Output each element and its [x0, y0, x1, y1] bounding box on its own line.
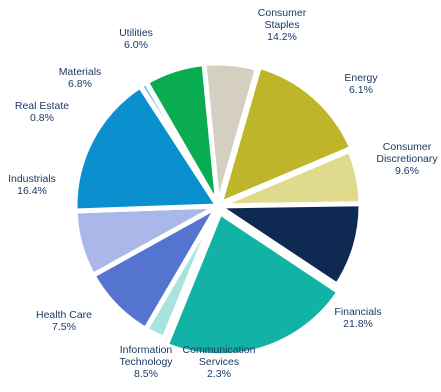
- slice-label-real-estate: Real Estate 0.8%: [15, 100, 69, 124]
- slice-label-utilities: Utilities 6.0%: [119, 27, 153, 51]
- slice-name-label: Technology: [119, 356, 173, 368]
- slice-name-label: Real Estate: [15, 100, 69, 112]
- slice-value-label: 21.8%: [343, 318, 373, 330]
- slice-value-label: 9.6%: [395, 165, 419, 177]
- slice-name-label: Energy: [344, 72, 378, 84]
- slice-value-label: 14.2%: [267, 31, 297, 43]
- pie-slice-industrials: [72, 82, 223, 214]
- slice-label-communication-services: Communication Services 2.3%: [183, 344, 256, 380]
- slice-value-label: 6.8%: [68, 78, 92, 90]
- slice-name-label: Health Care: [36, 309, 92, 321]
- slice-name-label: Information: [120, 344, 173, 356]
- slice-value-label: 0.8%: [30, 112, 54, 124]
- slice-name-label: Consumer: [383, 141, 432, 153]
- slice-name-label: Discretionary: [376, 153, 438, 165]
- slice-name-label: Consumer: [258, 7, 307, 19]
- slice-label-information-technology: Information Technology 8.5%: [119, 344, 173, 380]
- pie-slice-consumer-discretionary: [209, 201, 364, 289]
- slice-label-consumer-discretionary: Consumer Discretionary 9.6%: [376, 141, 438, 177]
- slice-label-industrials: Industrials 16.4%: [8, 173, 56, 197]
- slice-name-label: Industrials: [8, 173, 56, 185]
- slice-value-label: 16.4%: [17, 185, 47, 197]
- slice-value-label: 6.0%: [124, 39, 148, 51]
- slice-value-label: 2.3%: [207, 368, 231, 380]
- slice-label-health-care: Health Care 7.5%: [36, 309, 92, 333]
- slice-name-label: Utilities: [119, 27, 153, 39]
- slice-value-label: 7.5%: [52, 321, 76, 333]
- pie-slices: [72, 60, 364, 359]
- slice-label-materials: Materials 6.8%: [59, 66, 102, 90]
- slice-value-label: 8.5%: [134, 368, 158, 380]
- slice-label-consumer-staples: Consumer Staples 14.2%: [258, 7, 307, 43]
- slice-name-label: Staples: [264, 19, 299, 31]
- slice-label-financials: Financials 21.8%: [334, 306, 381, 330]
- slice-name-label: Financials: [334, 306, 381, 318]
- slice-value-label: 6.1%: [349, 84, 373, 96]
- pie-slice-utilities: [201, 60, 261, 207]
- slice-label-energy: Energy 6.1%: [344, 72, 378, 96]
- slice-name-label: Communication: [183, 344, 256, 356]
- slice-labels: Consumer Staples 14.2%Energy 6.1%Consumer Di…: [8, 7, 438, 380]
- pie-slice-financials: [162, 208, 343, 359]
- slice-name-label: Services: [199, 356, 239, 368]
- slice-name-label: Materials: [59, 66, 102, 78]
- pie-slice-consumer-staples: [216, 63, 356, 209]
